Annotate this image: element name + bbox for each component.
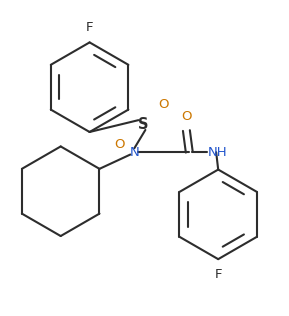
Text: S: S	[138, 117, 148, 132]
Text: O: O	[181, 110, 192, 123]
Text: O: O	[158, 98, 168, 111]
Text: N: N	[129, 146, 139, 159]
Text: F: F	[86, 21, 93, 34]
Text: NH: NH	[208, 146, 228, 159]
Text: F: F	[214, 268, 222, 281]
Text: O: O	[115, 138, 125, 151]
